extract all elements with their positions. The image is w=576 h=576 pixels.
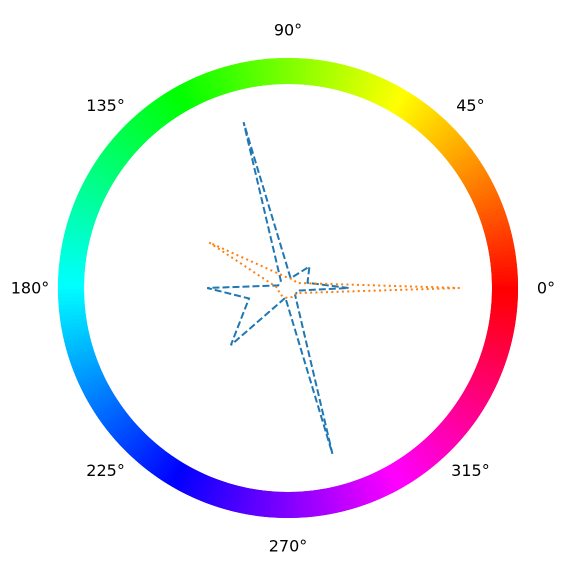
theta-tick-label: 45° [456,96,484,115]
hue-color-ring [57,57,519,519]
ring-segment [491,285,519,295]
theta-tick-label: 135° [86,96,125,115]
theta-tick-label: 225° [86,461,125,480]
theta-tick-label: 315° [451,461,490,480]
theta-tick-labels: 0° 45° 90° 135° 180° 225° 270° 315° [11,21,555,556]
theta-tick-label: 270° [269,537,308,556]
theta-tick-label: 90° [274,21,302,40]
theta-tick-label: 180° [11,279,50,298]
series-line-2 [208,241,460,300]
series-line-1 [206,121,349,455]
series-lines [206,121,460,455]
theta-tick-label: 0° [537,279,555,298]
